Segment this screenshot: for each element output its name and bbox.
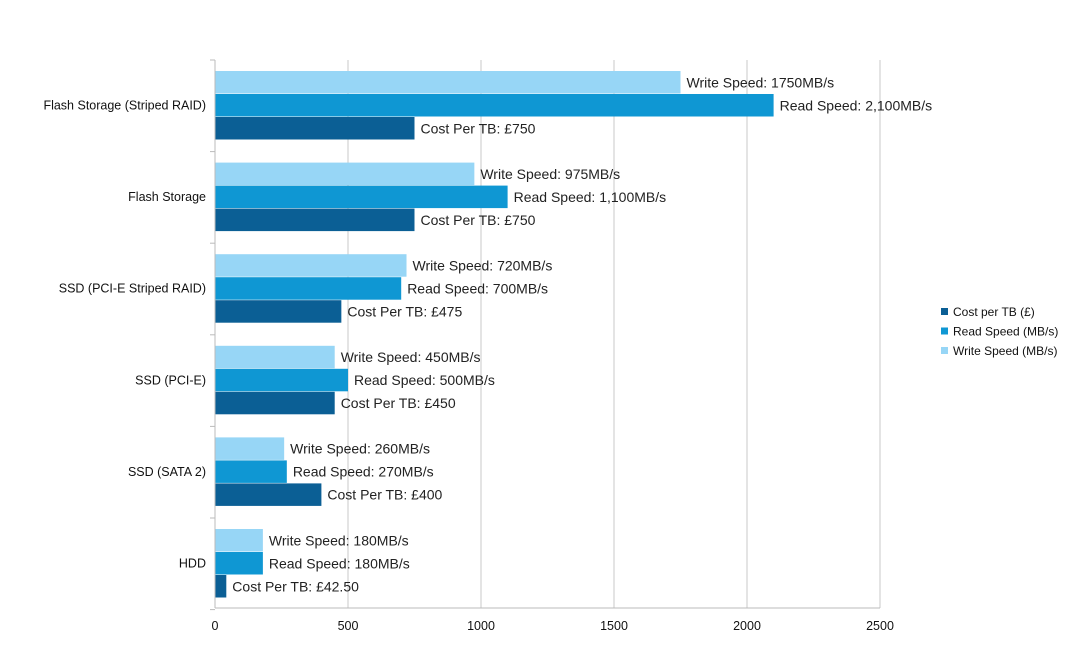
data-labels: Write Speed: 1750MB/s Read Speed: 2,100MB… xyxy=(232,74,932,594)
data-label: Write Speed: 975MB/s xyxy=(480,166,620,182)
data-label: Cost Per TB: £750 xyxy=(421,120,536,136)
legend-swatch xyxy=(941,327,948,335)
bar xyxy=(215,368,348,392)
bar xyxy=(215,277,402,300)
bar xyxy=(215,460,287,483)
data-label: Write Speed: 450MB/s xyxy=(341,349,481,365)
x-tick-label: 2500 xyxy=(866,619,894,633)
bar xyxy=(215,391,335,415)
data-label: Read Speed: 180MB/s xyxy=(269,555,410,571)
gridlines xyxy=(347,60,881,608)
bar xyxy=(215,575,227,598)
data-label: Write Speed: 260MB/s xyxy=(290,441,430,457)
data-label: Cost Per TB: £450 xyxy=(341,395,456,411)
legend-swatch xyxy=(941,308,948,315)
bars xyxy=(215,71,774,598)
data-label: Cost Per TB: £475 xyxy=(347,303,462,319)
bar xyxy=(215,208,415,232)
data-label: Read Speed: 700MB/s xyxy=(407,280,548,296)
bar xyxy=(215,162,475,186)
data-label: Write Speed: 720MB/s xyxy=(413,257,553,273)
data-label: Read Speed: 2,100MB/s xyxy=(780,97,933,113)
bar xyxy=(215,117,415,140)
data-label: Cost Per TB: £42.50 xyxy=(232,578,359,594)
data-label: Read Speed: 500MB/s xyxy=(354,372,495,388)
category-label: SSD (PCI-E Striped RAID) xyxy=(59,282,206,296)
x-tick-label: 500 xyxy=(338,619,359,633)
bar xyxy=(215,185,508,209)
bar xyxy=(215,437,285,460)
bar xyxy=(215,529,263,552)
bar xyxy=(215,552,263,575)
legend-swatch xyxy=(941,347,948,354)
data-label: Cost Per TB: £750 xyxy=(421,212,536,228)
legend-label: Cost per TB (£) xyxy=(953,305,1035,319)
bar xyxy=(215,254,407,277)
data-label: Read Speed: 270MB/s xyxy=(293,464,434,480)
axes: 0 500 1000 1500 2000 2500 Flash Storage (Strip… xyxy=(43,59,894,633)
category-label: Flash Storage xyxy=(128,190,206,204)
category-label: SSD (SATA 2) xyxy=(128,465,206,479)
data-label: Write Speed: 1750MB/s xyxy=(687,74,835,90)
x-tick-label: 1500 xyxy=(600,619,628,633)
legend: Cost per TB (£) Read Speed (MB/s) Write Sp… xyxy=(941,305,1058,358)
category-label: Flash Storage (Striped RAID) xyxy=(43,99,206,113)
data-label: Read Speed: 1,100MB/s xyxy=(514,189,667,205)
bar xyxy=(215,483,322,506)
data-label: Write Speed: 180MB/s xyxy=(269,532,409,548)
category-label: HDD xyxy=(179,557,206,571)
data-label: Cost Per TB: £400 xyxy=(327,487,442,503)
x-tick-label: 0 xyxy=(212,619,219,633)
bar xyxy=(215,71,681,94)
x-tick-label: 1000 xyxy=(467,619,495,633)
bar xyxy=(215,94,774,117)
bar xyxy=(215,300,342,323)
bar xyxy=(215,345,335,369)
legend-label: Write Speed (MB/s) xyxy=(953,344,1057,358)
x-tick-label: 2000 xyxy=(733,619,761,633)
legend-label: Read Speed (MB/s) xyxy=(953,325,1058,339)
category-label: SSD (PCI-E) xyxy=(135,373,206,387)
